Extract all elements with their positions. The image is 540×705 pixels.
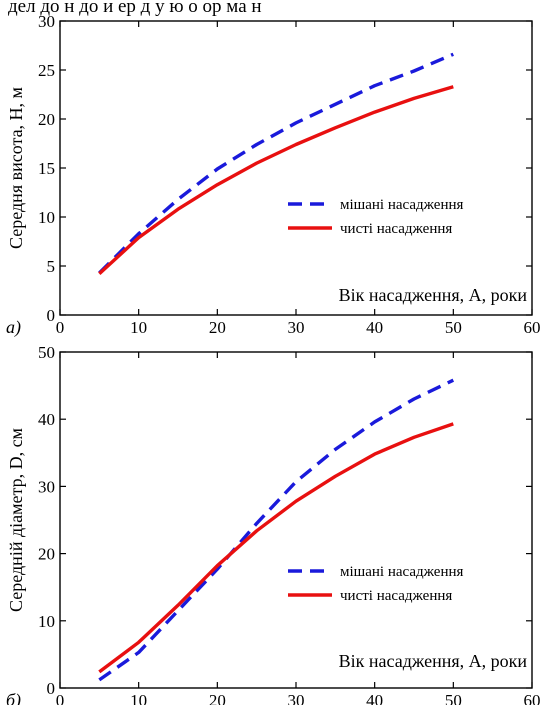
legend-label: чисті насадження: [340, 221, 452, 237]
y-tick-label: 50: [38, 343, 55, 362]
legend-label: мішані насадження: [340, 564, 464, 580]
series-line-mixed: [98, 52, 454, 275]
legend-box: [280, 553, 506, 611]
x-tick-label: 50: [445, 691, 462, 705]
plot-frame: [59, 351, 533, 689]
x-tick-label: 10: [130, 318, 147, 337]
series-line-pure: [98, 85, 454, 276]
y-tick-label: 10: [38, 612, 55, 631]
x-tick-label: 20: [209, 318, 226, 337]
x-axis-title: Вік насадження, A, роки: [339, 285, 528, 305]
x-tick-label: 20: [209, 691, 226, 705]
panel-height: 0 10 20 30 40 50 60 0 5 10 15 20 25 30 мішані насаджен…: [6, 12, 540, 338]
x-tick-label: 0: [56, 318, 65, 337]
panel-label: б): [6, 690, 21, 705]
y-tick-label: 15: [38, 159, 55, 178]
y-axis-title: Середній діаметр, D, см: [6, 428, 26, 612]
y-tick-label: 30: [38, 12, 55, 31]
y-tick-label: 0: [47, 306, 56, 325]
x-tick-label: 30: [288, 691, 305, 705]
legend-label: чисті насадження: [340, 588, 452, 604]
x-tick-label: 40: [366, 318, 383, 337]
y-axis-title: Середня висота, H, м: [6, 87, 26, 249]
series-line-pure: [98, 422, 454, 674]
series-line-mixed: [98, 378, 455, 682]
x-tick-label: 50: [445, 318, 462, 337]
legend-box: [280, 186, 506, 244]
x-tick-label: 30: [288, 318, 305, 337]
x-tick-label: 60: [524, 318, 540, 337]
x-axis-title: Вік насадження, A, роки: [339, 651, 528, 671]
x-tick-label: 10: [130, 691, 147, 705]
header-cut-text: дел до н до и ер д у ю о ор ма н: [8, 0, 262, 17]
plot-frame: [59, 20, 533, 316]
x-tick-label: 0: [56, 691, 65, 705]
y-tick-label: 0: [47, 679, 56, 698]
y-tick-label: 20: [38, 110, 55, 129]
panel-diameter: 0 10 20 30 40 50 60 0 10 20 30 40 50 мішані насадженн…: [6, 343, 540, 705]
y-tick-label: 30: [38, 477, 55, 496]
x-tick-label: 40: [366, 691, 383, 705]
legend-label: мішані насадження: [340, 197, 464, 213]
y-tick-label: 25: [38, 61, 55, 80]
y-tick-label: 40: [38, 410, 55, 429]
y-tick-label: 5: [47, 257, 56, 276]
y-tick-label: 10: [38, 208, 55, 227]
x-tick-label: 60: [524, 691, 540, 705]
panel-label: а): [6, 317, 21, 338]
y-tick-label: 20: [38, 545, 55, 564]
